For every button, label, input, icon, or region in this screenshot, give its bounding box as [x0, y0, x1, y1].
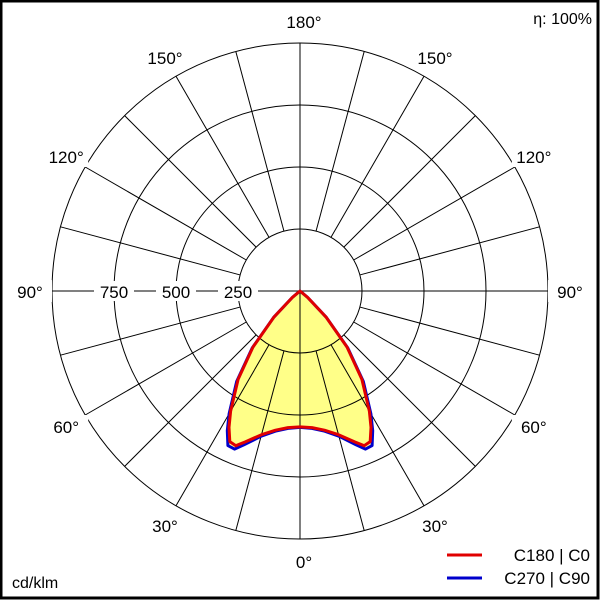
angle-label-bg [278, 10, 322, 32]
grid-radial-line [175, 75, 270, 238]
grid-radial-line [175, 344, 270, 507]
grid-radial-line [315, 51, 365, 232]
angle-label-60-right: 60° [521, 418, 547, 437]
angle-label-120-left: 120° [49, 148, 84, 167]
angle-label-bg [511, 415, 556, 437]
efficiency-label: η: 100% [533, 11, 592, 28]
legend-label-c270-c90: C270 | C90 [504, 569, 590, 588]
grid-radial-line [330, 75, 425, 238]
grid-radial-line [315, 350, 365, 531]
grid-radial-line [353, 321, 516, 416]
angle-label-bg [511, 145, 556, 167]
angle-label-90-right: 90° [557, 283, 583, 302]
angle-label-bg [44, 145, 89, 167]
grid-radial-line [84, 321, 247, 416]
angle-label-30-left: 30° [152, 517, 178, 536]
radial-label-bg [218, 281, 258, 301]
radial-tick-label-250: 250 [224, 283, 252, 302]
grid-radial-line [124, 115, 257, 248]
grid-radial-line [60, 306, 241, 356]
grid-radial-line [359, 306, 540, 356]
angle-label-bg [44, 415, 89, 437]
angle-label-150-left: 150° [147, 49, 182, 68]
grid-radial-line [235, 350, 285, 531]
radial-tick-label-500: 500 [162, 283, 190, 302]
angle-label-30-right: 30° [422, 517, 448, 536]
series-curve-c180-c0 [227, 289, 373, 448]
grid-radial-line [343, 115, 476, 248]
angle-label-bg [8, 280, 52, 302]
angle-label-bg [143, 513, 187, 536]
angle-label-120-right: 120° [516, 148, 551, 167]
unit-label: cd/klm [12, 575, 58, 592]
legend: C180 | C0 C270 | C90 [447, 546, 590, 588]
grid-radial-line [235, 51, 285, 232]
radial-label-bg [94, 281, 134, 301]
angle-label-180-right: 180° [286, 13, 321, 32]
angle-label-60-left: 60° [53, 418, 79, 437]
angle-label-bg [278, 550, 322, 572]
angle-label-150-right: 150° [417, 49, 452, 68]
grid-radial-line [330, 344, 425, 507]
angle-label-90-left: 90° [17, 283, 43, 302]
labels: 250 500 750 0° 30° 30° 60° 60° 90° 90° 120° 120° 150… [8, 10, 592, 572]
angle-label-bg [413, 513, 457, 536]
grid-radial-line [353, 166, 516, 261]
radial-tick-label-750: 750 [100, 283, 128, 302]
angle-label-bg [143, 46, 187, 69]
angle-label-bg [548, 280, 592, 302]
angle-label-0-right: 0° [296, 553, 312, 572]
grid-radial-line [84, 166, 247, 261]
grid-radial-line [359, 226, 540, 276]
grid-radial-line [343, 334, 476, 467]
curves [225, 289, 375, 451]
legend-label-c180-c0: C180 | C0 [514, 546, 590, 565]
angle-label-bg [413, 46, 457, 69]
grid-radial-line [124, 334, 257, 467]
radial-label-bg [156, 281, 196, 301]
grid-radial-line [60, 226, 241, 276]
